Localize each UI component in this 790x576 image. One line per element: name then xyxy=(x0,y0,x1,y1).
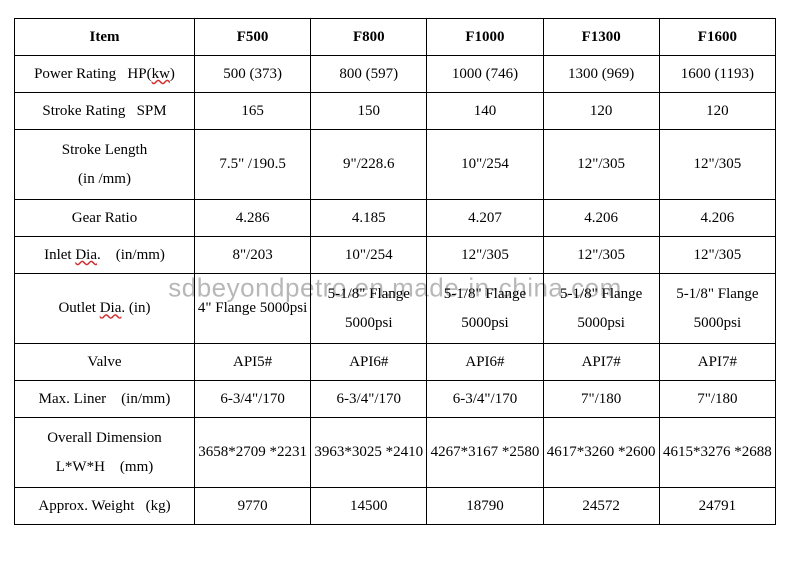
cell: 1000 (746) xyxy=(427,56,543,93)
cell: 120 xyxy=(659,93,775,130)
cell: 14500 xyxy=(311,488,427,525)
row-label: Stroke Rating SPM xyxy=(15,93,195,130)
row-label: Max. Liner (in/mm) xyxy=(15,381,195,418)
col-f1300: F1300 xyxy=(543,19,659,56)
cell: 1600 (1193) xyxy=(659,56,775,93)
cell: 10"/254 xyxy=(427,130,543,200)
cell: API6# xyxy=(427,344,543,381)
cell: 4" Flange 5000psi xyxy=(195,274,311,344)
table-row: Overall DimensionL*W*H (mm)3658*2709 *22… xyxy=(15,418,776,488)
table-row: Inlet Dia. (in/mm)8"/20310"/25412"/30512… xyxy=(15,237,776,274)
table-row: Power Rating HP(kw)500 (373)800 (597)100… xyxy=(15,56,776,93)
row-label: Gear Ratio xyxy=(15,200,195,237)
cell: 5-1/8" Flange 5000psi xyxy=(311,274,427,344)
cell: API7# xyxy=(543,344,659,381)
cell: 7"/180 xyxy=(659,381,775,418)
cell: 9770 xyxy=(195,488,311,525)
cell: 140 xyxy=(427,93,543,130)
cell: 120 xyxy=(543,93,659,130)
cell: 4267*3167 *2580 xyxy=(427,418,543,488)
cell: 4.207 xyxy=(427,200,543,237)
cell: 12"/305 xyxy=(427,237,543,274)
table-row: Stroke Length(in /mm)7.5" /190.59"/228.6… xyxy=(15,130,776,200)
cell: 3658*2709 *2231 xyxy=(195,418,311,488)
cell: 12"/305 xyxy=(659,130,775,200)
cell: 6-3/4"/170 xyxy=(311,381,427,418)
row-label: Overall DimensionL*W*H (mm) xyxy=(15,418,195,488)
spec-table: Item F500 F800 F1000 F1300 F1600 Power R… xyxy=(14,18,776,525)
table-row: Stroke Rating SPM165150140120120 xyxy=(15,93,776,130)
cell: 7.5" /190.5 xyxy=(195,130,311,200)
table-row: Approx. Weight (kg)977014500187902457224… xyxy=(15,488,776,525)
cell: 5-1/8" Flange 5000psi xyxy=(543,274,659,344)
cell: 3963*3025 *2410 xyxy=(311,418,427,488)
cell: 12"/305 xyxy=(543,130,659,200)
row-label: Inlet Dia. (in/mm) xyxy=(15,237,195,274)
cell: 4.185 xyxy=(311,200,427,237)
cell: 165 xyxy=(195,93,311,130)
cell: 24791 xyxy=(659,488,775,525)
cell: API7# xyxy=(659,344,775,381)
cell: API6# xyxy=(311,344,427,381)
cell: 4.206 xyxy=(543,200,659,237)
cell: 4.286 xyxy=(195,200,311,237)
cell: 6-3/4"/170 xyxy=(427,381,543,418)
table-row: ValveAPI5#API6#API6#API7#API7# xyxy=(15,344,776,381)
table-header-row: Item F500 F800 F1000 F1300 F1600 xyxy=(15,19,776,56)
row-label: Valve xyxy=(15,344,195,381)
col-item: Item xyxy=(15,19,195,56)
cell: 7"/180 xyxy=(543,381,659,418)
row-label: Stroke Length(in /mm) xyxy=(15,130,195,200)
row-label: Power Rating HP(kw) xyxy=(15,56,195,93)
cell: 12"/305 xyxy=(543,237,659,274)
col-f1600: F1600 xyxy=(659,19,775,56)
cell: 5-1/8" Flange 5000psi xyxy=(659,274,775,344)
col-f500: F500 xyxy=(195,19,311,56)
row-label: Approx. Weight (kg) xyxy=(15,488,195,525)
cell: 5-1/8" Flange 5000psi xyxy=(427,274,543,344)
table-row: Outlet Dia. (in)4" Flange 5000psi5-1/8" … xyxy=(15,274,776,344)
col-f800: F800 xyxy=(311,19,427,56)
cell: 500 (373) xyxy=(195,56,311,93)
row-label: Outlet Dia. (in) xyxy=(15,274,195,344)
table-body: Power Rating HP(kw)500 (373)800 (597)100… xyxy=(15,56,776,525)
cell: 10"/254 xyxy=(311,237,427,274)
col-f1000: F1000 xyxy=(427,19,543,56)
cell: 4.206 xyxy=(659,200,775,237)
cell: 1300 (969) xyxy=(543,56,659,93)
cell: 18790 xyxy=(427,488,543,525)
cell: 4615*3276 *2688 xyxy=(659,418,775,488)
cell: API5# xyxy=(195,344,311,381)
cell: 9"/228.6 xyxy=(311,130,427,200)
cell: 800 (597) xyxy=(311,56,427,93)
cell: 12"/305 xyxy=(659,237,775,274)
cell: 6-3/4"/170 xyxy=(195,381,311,418)
cell: 8"/203 xyxy=(195,237,311,274)
cell: 24572 xyxy=(543,488,659,525)
table-row: Gear Ratio4.2864.1854.2074.2064.206 xyxy=(15,200,776,237)
table-row: Max. Liner (in/mm)6-3/4"/1706-3/4"/1706-… xyxy=(15,381,776,418)
cell: 150 xyxy=(311,93,427,130)
cell: 4617*3260 *2600 xyxy=(543,418,659,488)
